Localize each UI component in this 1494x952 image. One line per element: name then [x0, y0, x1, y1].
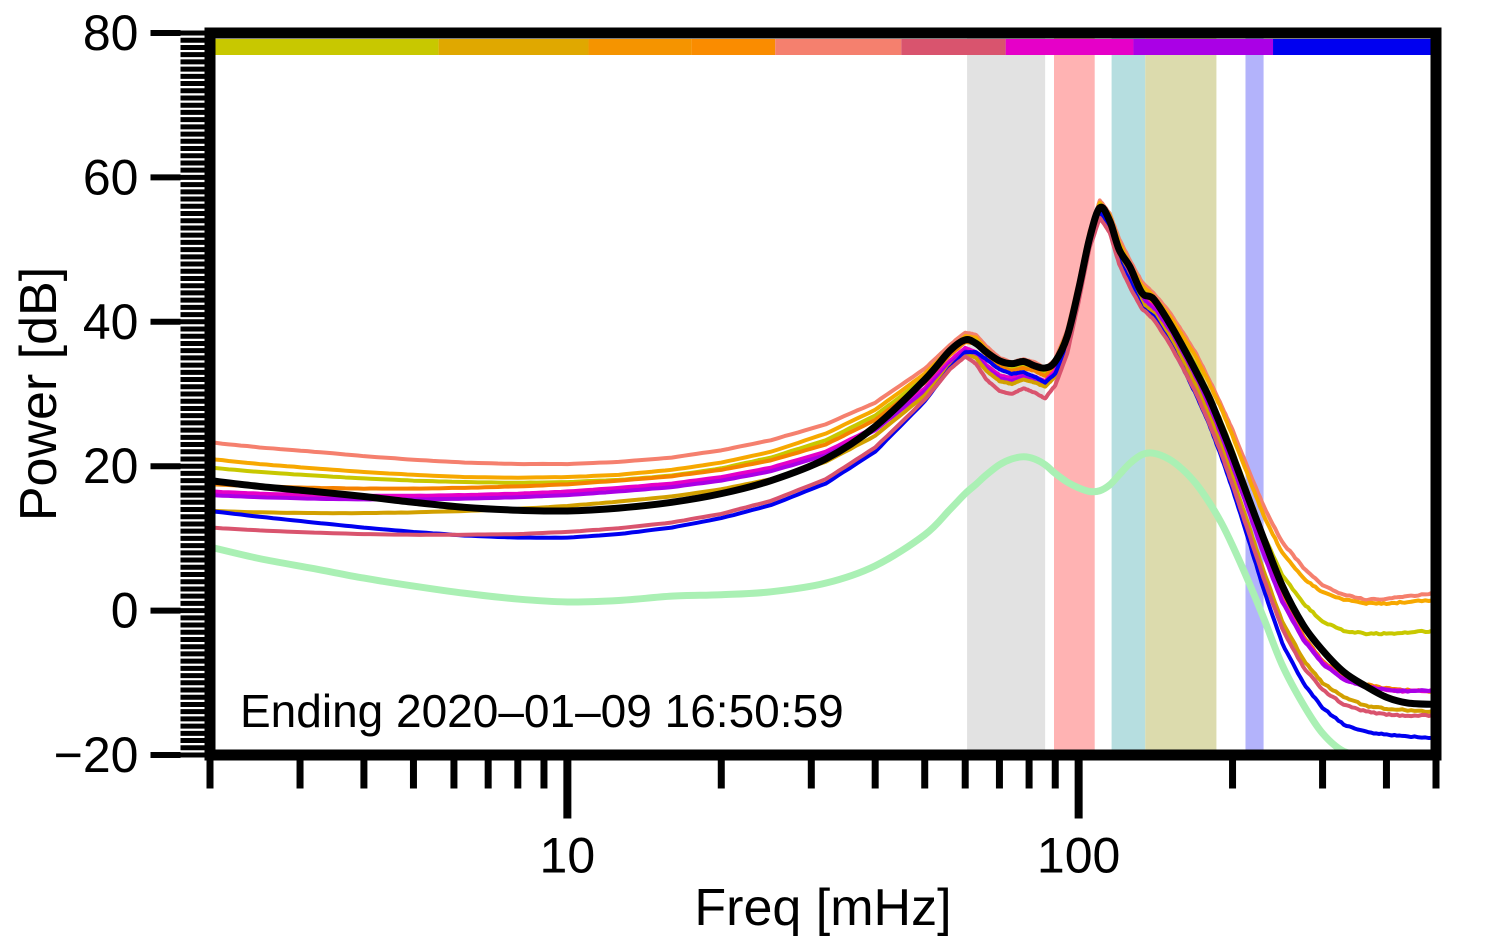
top-colorbar: [210, 39, 1436, 55]
colorbar-segment-8: [1133, 39, 1274, 55]
colorbar-segment-6: [901, 39, 1006, 55]
frame-top: [204, 27, 1442, 39]
y-tick-label: 60: [83, 149, 139, 205]
curve-curve-blue: [208, 210, 1438, 741]
frame-right: [1430, 27, 1442, 761]
x-axis-label: Freq [mHz]: [694, 879, 951, 937]
frame-bottom: [204, 749, 1442, 761]
colorbar-segment-2: [438, 39, 589, 55]
y-tick-label: 40: [83, 294, 139, 350]
ending-timestamp-annotation: Ending 2020‒01‒09 16:50:59: [240, 685, 844, 737]
y-tick-label: −20: [54, 727, 139, 783]
y-tick-label: 80: [83, 5, 139, 61]
frame-left: [204, 27, 216, 761]
axis-ticks-group: [150, 30, 1440, 819]
colorbar-segment-5: [775, 39, 902, 55]
colorbar-segment-4: [691, 39, 776, 55]
colorbar-segment-9: [1273, 39, 1436, 55]
x-tick-label: 100: [1037, 828, 1120, 884]
colorbar-segment-7: [1005, 39, 1134, 55]
colorbar-segment-1: [210, 39, 439, 55]
x-tick-label: 10: [540, 828, 596, 884]
plot-frame: [204, 27, 1442, 761]
curve-curve-rose: [208, 215, 1438, 719]
y-tick-label: 20: [83, 438, 139, 494]
data-curves-group: [206, 198, 1440, 759]
colorbar-segment-3: [588, 39, 692, 55]
curve-curve-lightgreen: [206, 449, 1370, 759]
band-pink: [1054, 33, 1095, 755]
band-purple: [1245, 33, 1264, 755]
y-tick-label: 0: [111, 583, 139, 639]
curve-mean: [206, 203, 1440, 708]
band-cyan: [1111, 33, 1146, 755]
y-axis-label: Power [dB]: [10, 267, 68, 521]
axis-tick-labels: −20 0 20 40 60 80 10 100: [54, 5, 1121, 884]
